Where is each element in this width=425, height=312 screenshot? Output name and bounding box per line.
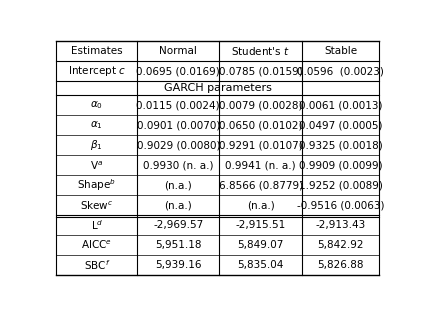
Text: Normal: Normal — [159, 46, 197, 56]
Text: AICC$^e$: AICC$^e$ — [81, 239, 112, 251]
Text: SBC$^f$: SBC$^f$ — [83, 258, 110, 272]
Text: 0.0785 (0.0159): 0.0785 (0.0159) — [219, 66, 303, 76]
Text: 5,939.16: 5,939.16 — [155, 260, 201, 270]
Text: 1.9252 (0.0089): 1.9252 (0.0089) — [299, 180, 382, 190]
Text: -2,913.43: -2,913.43 — [315, 220, 366, 230]
Text: V$^a$: V$^a$ — [90, 159, 103, 172]
Text: $\beta_1$: $\beta_1$ — [91, 138, 103, 152]
Text: 0.9325 (0.0018): 0.9325 (0.0018) — [299, 140, 382, 150]
Text: 5,842.92: 5,842.92 — [317, 240, 364, 250]
Text: 5,951.18: 5,951.18 — [155, 240, 201, 250]
Text: 0.0115 (0.0024): 0.0115 (0.0024) — [136, 100, 220, 110]
Text: Shape$^b$: Shape$^b$ — [77, 178, 116, 193]
Text: 0.0901 (0.0070): 0.0901 (0.0070) — [136, 120, 220, 130]
Text: 0.0650 (0.0102): 0.0650 (0.0102) — [219, 120, 302, 130]
Text: Stable: Stable — [324, 46, 357, 56]
Text: 0.0497 (0.0005): 0.0497 (0.0005) — [299, 120, 382, 130]
Text: (n.a.): (n.a.) — [164, 180, 192, 190]
Text: -2,969.57: -2,969.57 — [153, 220, 204, 230]
Text: 5,849.07: 5,849.07 — [238, 240, 284, 250]
Text: 6.8566 (0.8779): 6.8566 (0.8779) — [218, 180, 303, 190]
Text: 0.0596  (0.0023): 0.0596 (0.0023) — [297, 66, 384, 76]
Text: (n.a.): (n.a.) — [247, 200, 275, 210]
Text: L$^d$: L$^d$ — [91, 218, 103, 232]
Text: $\alpha_1$: $\alpha_1$ — [91, 119, 103, 131]
Text: 0.9941 (n. a.): 0.9941 (n. a.) — [225, 160, 296, 170]
Text: Estimates: Estimates — [71, 46, 122, 56]
Text: GARCH parameters: GARCH parameters — [164, 83, 272, 93]
Text: 0.9909 (0.0099): 0.9909 (0.0099) — [299, 160, 382, 170]
Text: $\alpha_0$: $\alpha_0$ — [90, 100, 103, 111]
Text: 0.9029 (0.0080): 0.9029 (0.0080) — [136, 140, 220, 150]
Text: 0.0061 (0.0013): 0.0061 (0.0013) — [299, 100, 382, 110]
Text: 0.0079 (0.0028): 0.0079 (0.0028) — [219, 100, 302, 110]
Text: 0.0695 (0.0169): 0.0695 (0.0169) — [136, 66, 220, 76]
Text: -0.9516 (0.0063): -0.9516 (0.0063) — [297, 200, 384, 210]
Text: Skew$^c$: Skew$^c$ — [80, 199, 113, 212]
Text: 0.9930 (n. a.): 0.9930 (n. a.) — [143, 160, 213, 170]
Text: Intercept $c$: Intercept $c$ — [68, 64, 126, 78]
Text: 0.9291 (0.0107): 0.9291 (0.0107) — [219, 140, 303, 150]
Text: 5,835.04: 5,835.04 — [238, 260, 284, 270]
Text: (n.a.): (n.a.) — [164, 200, 192, 210]
Text: 5,826.88: 5,826.88 — [317, 260, 364, 270]
Text: -2,915.51: -2,915.51 — [235, 220, 286, 230]
Text: Student's $t$: Student's $t$ — [231, 45, 290, 57]
